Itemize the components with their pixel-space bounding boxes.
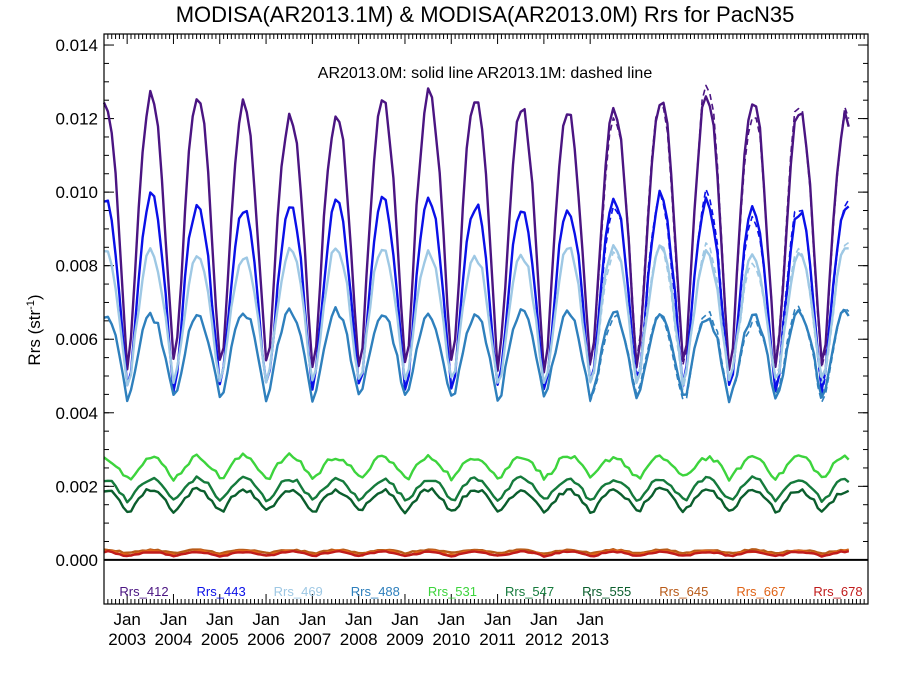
x-tick-label-year: 2003 <box>108 630 146 649</box>
series-dashed-rrs-555 <box>103 487 850 514</box>
x-tick-label-month: Jan <box>438 610 465 629</box>
x-tick-label-month: Jan <box>252 610 279 629</box>
series-dashed-rrs-469 <box>103 241 850 391</box>
x-tick-label-year: 2004 <box>155 630 193 649</box>
series-dashed-rrs-678 <box>103 550 849 558</box>
x-tick-label-year: 2008 <box>340 630 378 649</box>
series-dashed-rrs-488 <box>103 305 850 403</box>
line-style-annotation: AR2013.0M: solid line AR2013.1M: dashed … <box>318 65 653 82</box>
series-dashed-rrs-443 <box>103 188 850 396</box>
x-tick-label-month: Jan <box>113 610 140 629</box>
legend-rrs-469: Rrs_469 <box>274 584 323 599</box>
x-tick-label-year: 2006 <box>247 630 285 649</box>
y-tick-label: 0.014 <box>55 36 98 55</box>
x-tick-label-year: 2009 <box>386 630 424 649</box>
x-tick-label-year: 2011 <box>479 630 516 649</box>
x-tick-label-year: 2013 <box>571 630 609 649</box>
legend-rrs-667: Rrs_667 <box>736 584 785 599</box>
y-tick-label: 0.002 <box>55 477 98 496</box>
x-tick-label-month: Jan <box>299 610 326 629</box>
x-tick-label-year: 2005 <box>201 630 239 649</box>
x-tick-label-month: Jan <box>345 610 372 629</box>
x-tick-label-month: Jan <box>484 610 511 629</box>
plot-frame <box>103 33 869 605</box>
legend-rrs-555: Rrs_555 <box>582 584 631 599</box>
y-axis-label: Rrs (str-1) <box>25 294 44 365</box>
y-tick-label: 0.000 <box>55 551 98 570</box>
y-tick-label: 0.008 <box>55 257 98 276</box>
series-dashed-rrs-547 <box>103 475 850 504</box>
series-dashed-rrs-531 <box>103 452 850 482</box>
legend-rrs-412: Rrs_412 <box>119 584 168 599</box>
y-tick-label: 0.010 <box>55 183 98 202</box>
x-tick-label-month: Jan <box>160 610 187 629</box>
y-tick-label: 0.012 <box>55 110 98 129</box>
legend-rrs-488: Rrs_488 <box>351 584 400 599</box>
x-tick-label-month: Jan <box>576 610 603 629</box>
x-tick-label-month: Jan <box>391 610 418 629</box>
legend-rrs-443: Rrs_443 <box>197 584 246 599</box>
legend-rrs-547: Rrs_547 <box>505 584 554 599</box>
y-tick-label: 0.004 <box>55 404 98 423</box>
chart-title: MODISA(AR2013.1M) & MODISA(AR2013.0M) Rr… <box>176 2 795 27</box>
x-tick-label-month: Jan <box>206 610 233 629</box>
legend-rrs-645: Rrs_645 <box>659 584 708 599</box>
legend-rrs-531: Rrs_531 <box>428 584 477 599</box>
x-tick-label-month: Jan <box>530 610 557 629</box>
series-dashed-rrs-412 <box>103 84 850 374</box>
x-tick-label-year: 2010 <box>432 630 470 649</box>
legend-rrs-678: Rrs_678 <box>813 584 862 599</box>
plot-layer: 0.000 0.002 0.004 0.006 0.008 0.010 0.012 0.014… <box>55 34 869 649</box>
y-tick-label: 0.006 <box>55 330 98 349</box>
x-tick-label-year: 2012 <box>525 630 563 649</box>
x-tick-label-year: 2007 <box>293 630 331 649</box>
